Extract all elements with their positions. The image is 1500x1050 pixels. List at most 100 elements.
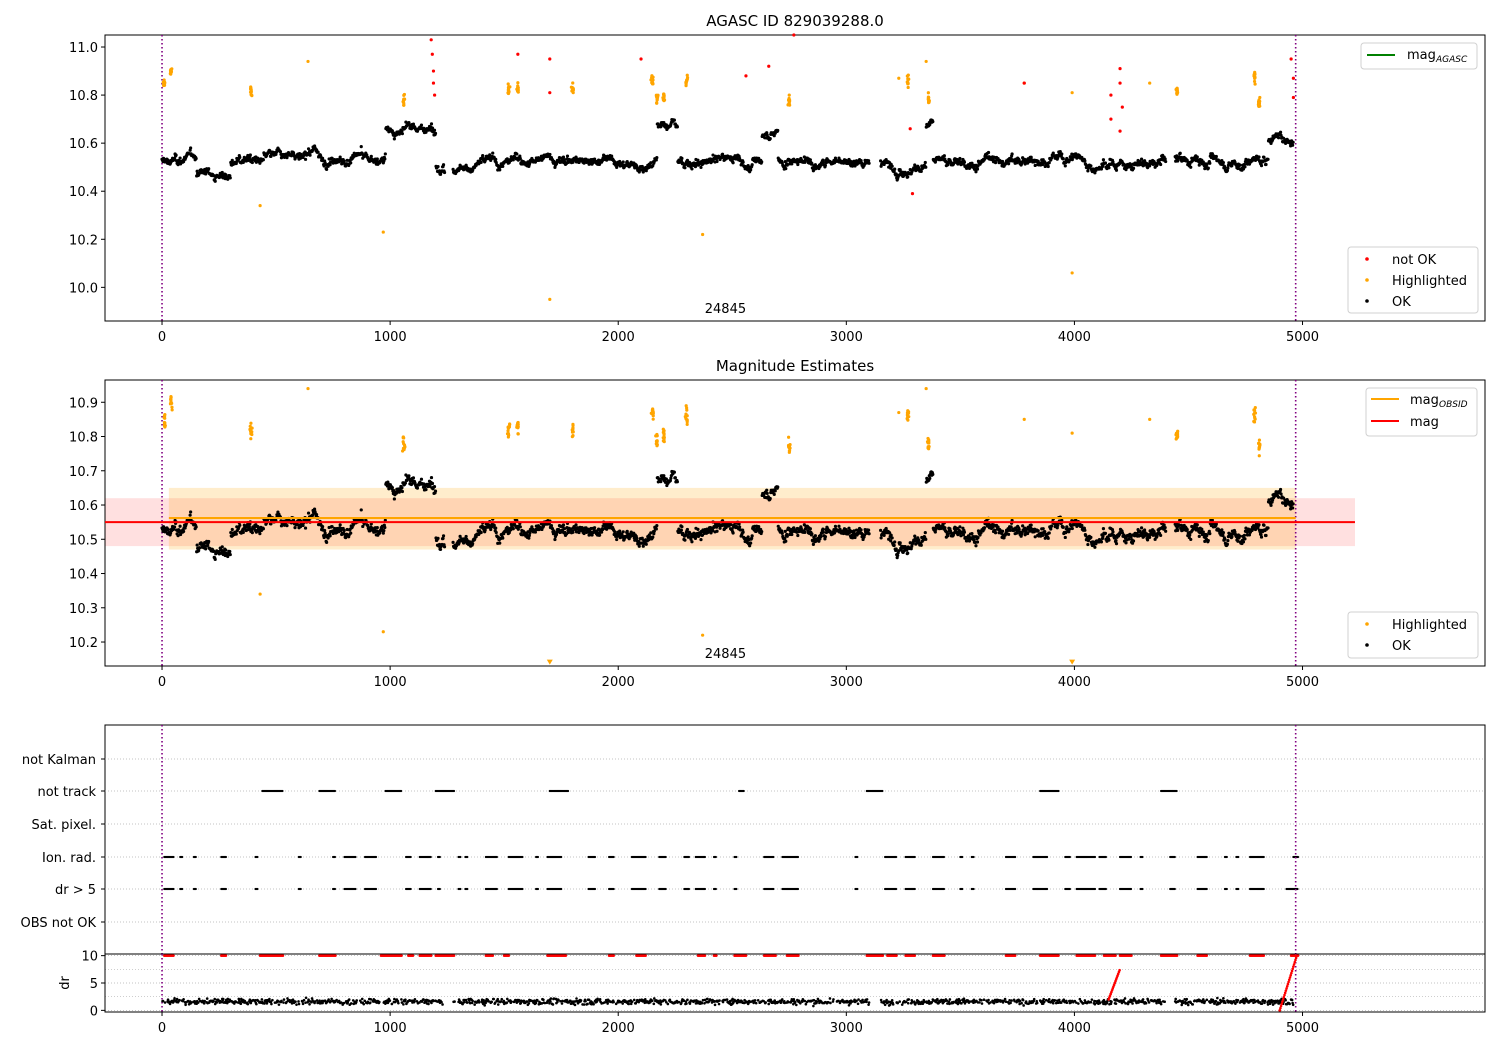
p2-ok-point <box>293 526 297 530</box>
p1-notok-point <box>1109 117 1113 121</box>
p2-ok-point <box>1029 523 1033 527</box>
p1-ok-point <box>400 129 404 133</box>
p1-ok-point <box>375 157 379 161</box>
p1-legend-marker <box>1365 299 1369 303</box>
p1-legend-label: mag <box>1407 48 1436 63</box>
p1-ok-point <box>810 161 814 166</box>
p1-ok-point <box>429 122 434 126</box>
p1-highlighted-point <box>1258 99 1262 103</box>
p2-highlighted-point <box>655 442 659 446</box>
p2-highlighted-point <box>1257 438 1262 442</box>
p1-ok-point <box>928 122 932 127</box>
p2-ok-point <box>442 545 447 549</box>
p2-ok-point <box>1176 528 1180 533</box>
p1-highlighted-point <box>1253 82 1257 86</box>
p1-legend-entry: not OK <box>1392 253 1437 268</box>
p2-ok-point <box>451 540 455 544</box>
p1-highlighted-point <box>788 103 792 107</box>
p1-ok-point <box>213 179 217 183</box>
p2-highlighted-point <box>1253 406 1257 410</box>
p2-ok-point <box>680 525 684 529</box>
p1-ok-point <box>893 167 897 171</box>
p1-ok-point <box>303 157 308 161</box>
p2-ok-point <box>471 541 475 546</box>
p2-ok-point <box>890 536 894 540</box>
p1-ok-point <box>342 159 346 163</box>
p2-ok-point <box>1145 538 1150 542</box>
p2-ok-point <box>574 523 578 527</box>
p2-highlighted-point <box>906 411 910 415</box>
p2-highlighted-point <box>683 414 687 419</box>
p1-ok-point <box>432 128 437 132</box>
p2-ok-point <box>1083 528 1087 532</box>
p1-ok-point <box>1264 162 1268 167</box>
p2-ok-point <box>429 475 434 480</box>
p2-ok-point <box>182 529 186 534</box>
p2-ok-point <box>342 528 346 533</box>
p2-highlighted-point <box>516 426 520 430</box>
p1-ok-point <box>1214 154 1218 159</box>
p2-ok-point <box>1276 495 1281 499</box>
p1-ok-point <box>1010 152 1014 156</box>
p1-highlighted-point <box>787 93 791 97</box>
p2-ok-point <box>430 481 435 486</box>
p2-ok-point <box>359 508 363 512</box>
p1-highlighted-point <box>507 87 511 91</box>
p2-ok-point <box>879 536 883 540</box>
p1-ok-point <box>879 159 883 163</box>
p2-ok-point <box>1291 506 1295 510</box>
p2-ok-point <box>783 536 787 541</box>
p1-ok-point <box>772 134 776 138</box>
p2-ok-point <box>518 525 522 529</box>
p1-ok-point <box>178 156 182 160</box>
p2-highlighted-point <box>661 430 665 435</box>
p1-ok-point <box>821 160 826 164</box>
p1-highlighted-point <box>906 85 910 90</box>
p1-highlighted-point <box>569 85 573 89</box>
p2-ok-point <box>833 524 838 528</box>
p1-notok-point <box>1289 57 1293 61</box>
p1-highlighted-point <box>662 99 666 103</box>
p2-ok-point <box>382 529 386 533</box>
p2-ok-point <box>715 529 719 533</box>
p2-ok-point <box>780 531 784 535</box>
p1-ok-point <box>433 131 438 136</box>
p1-ok-point <box>176 163 180 167</box>
p2-ok-point <box>655 524 659 528</box>
p1-notok-point <box>910 192 915 196</box>
p2-ok-point <box>1148 535 1152 540</box>
p1-highlighted-point <box>787 98 792 102</box>
p1-ok-point <box>562 158 567 162</box>
p2-legend-entry: OK <box>1392 639 1411 654</box>
p2-ok-point <box>837 524 841 528</box>
p1-highlighted-point <box>906 73 910 77</box>
p1-ok-point <box>690 167 694 171</box>
p2-highlighted-point <box>1175 434 1179 438</box>
p1-ok-point <box>325 167 329 171</box>
p2-legend-marker <box>1365 643 1369 647</box>
p2-ok-point <box>1139 526 1144 530</box>
p1-highlighted-point <box>924 59 928 64</box>
p2-ok-point <box>1223 537 1227 541</box>
p1-ok-point <box>993 160 998 165</box>
p1-ok-point <box>1276 136 1281 140</box>
p2-ok-point <box>1006 532 1011 536</box>
p2-ytick-label: 10.2 <box>69 636 98 651</box>
p2-highlighted-point <box>250 432 254 437</box>
p2-ok-point <box>494 526 498 530</box>
p2-xtick-label: 4000 <box>1058 675 1091 690</box>
p1-ok-point <box>241 160 245 164</box>
p1-notok-point <box>431 81 436 85</box>
p1-notok-point <box>1120 105 1124 109</box>
p1-xtick-label: 2000 <box>602 330 635 345</box>
p1-ok-point <box>1061 157 1065 161</box>
p1-ok-point <box>511 158 515 162</box>
p2-highlighted-point <box>249 437 253 441</box>
p2-ok-point <box>768 496 772 501</box>
p1-highlighted-point <box>506 82 510 86</box>
p2-ok-point <box>323 531 327 535</box>
p2-ok-point <box>919 543 923 547</box>
p1-highlighted-point <box>651 82 655 86</box>
p1-ok-point <box>696 158 700 162</box>
p2-ok-point <box>400 486 404 490</box>
